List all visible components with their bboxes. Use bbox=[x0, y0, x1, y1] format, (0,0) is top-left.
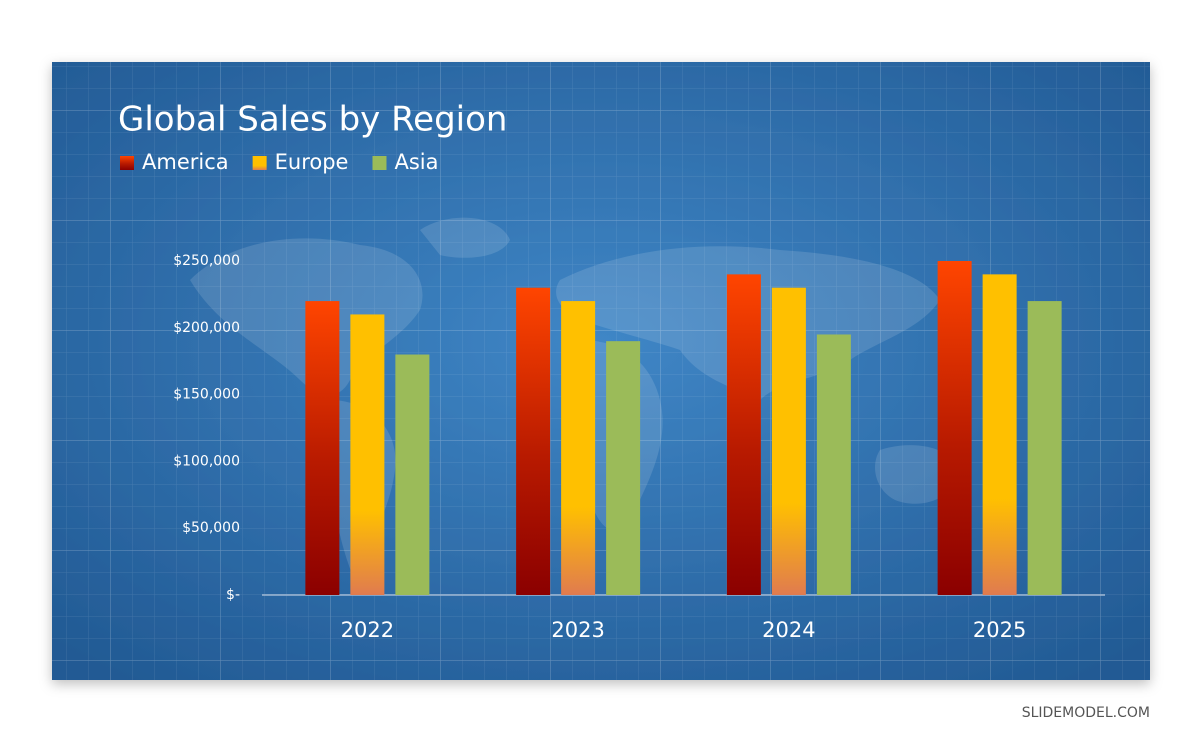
bar bbox=[726, 274, 761, 595]
y-tick-label: $- bbox=[226, 587, 240, 603]
legend-label: Europe bbox=[275, 150, 349, 174]
y-tick-label: $150,000 bbox=[173, 387, 240, 403]
x-tick-label: 2025 bbox=[973, 618, 1026, 642]
y-tick-label: $250,000 bbox=[173, 253, 240, 269]
x-tick-label: 2024 bbox=[762, 618, 815, 642]
watermark: SLIDEMODEL.COM bbox=[1022, 705, 1150, 721]
legend-label: America bbox=[142, 150, 229, 174]
bar bbox=[350, 314, 385, 595]
bar bbox=[982, 274, 1017, 595]
y-tick-label: $50,000 bbox=[182, 520, 240, 536]
y-tick-label: $200,000 bbox=[173, 320, 240, 336]
bar bbox=[516, 287, 551, 595]
x-tick-label: 2022 bbox=[341, 618, 394, 642]
chart-title: Global Sales by Region bbox=[118, 100, 507, 140]
legend-label: Asia bbox=[394, 150, 438, 174]
bar bbox=[561, 301, 596, 595]
legend-swatch bbox=[120, 156, 134, 170]
bar bbox=[1027, 301, 1062, 595]
bar bbox=[395, 354, 430, 595]
bar bbox=[816, 334, 851, 595]
bar bbox=[606, 341, 641, 595]
x-tick-label: 2023 bbox=[551, 618, 604, 642]
legend-swatch bbox=[372, 156, 387, 170]
bar bbox=[771, 287, 806, 595]
bar bbox=[305, 301, 340, 595]
y-tick-label: $100,000 bbox=[173, 453, 240, 469]
bar bbox=[937, 261, 972, 595]
legend-swatch bbox=[252, 156, 267, 170]
